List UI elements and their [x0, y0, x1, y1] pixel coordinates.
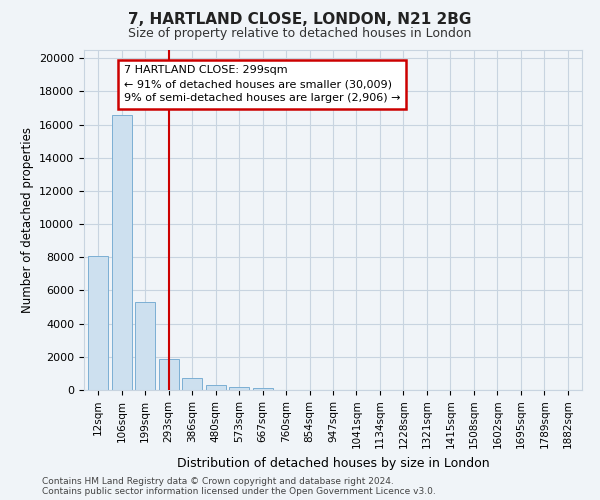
Bar — [88, 256, 108, 390]
Bar — [253, 388, 272, 390]
Text: Contains HM Land Registry data © Crown copyright and database right 2024.: Contains HM Land Registry data © Crown c… — [42, 477, 394, 486]
Bar — [158, 360, 179, 390]
Bar — [112, 114, 131, 390]
Text: 7 HARTLAND CLOSE: 299sqm
← 91% of detached houses are smaller (30,009)
9% of sem: 7 HARTLAND CLOSE: 299sqm ← 91% of detach… — [124, 66, 400, 104]
Bar — [182, 378, 202, 390]
Bar — [206, 385, 226, 390]
Text: 7, HARTLAND CLOSE, LONDON, N21 2BG: 7, HARTLAND CLOSE, LONDON, N21 2BG — [128, 12, 472, 28]
Y-axis label: Number of detached properties: Number of detached properties — [20, 127, 34, 313]
X-axis label: Distribution of detached houses by size in London: Distribution of detached houses by size … — [176, 457, 490, 470]
Bar — [135, 302, 155, 390]
Text: Contains public sector information licensed under the Open Government Licence v3: Contains public sector information licen… — [42, 487, 436, 496]
Bar — [229, 386, 249, 390]
Text: Size of property relative to detached houses in London: Size of property relative to detached ho… — [128, 28, 472, 40]
